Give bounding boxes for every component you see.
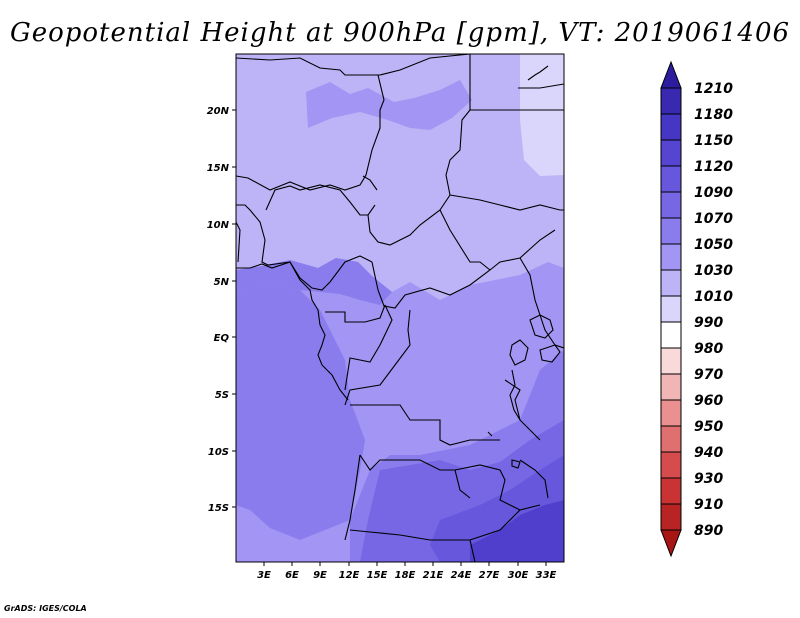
colorbar-segments bbox=[660, 60, 682, 558]
colorbar-segment bbox=[660, 217, 682, 245]
colorbar-segment bbox=[660, 87, 682, 115]
grads-credit: GrADS: IGES/COLA bbox=[4, 604, 87, 613]
height-field bbox=[236, 54, 564, 562]
colorbar-label: 1180 bbox=[694, 107, 733, 123]
colorbar-segment bbox=[660, 243, 682, 271]
lat-labels: 20N 15N 10N 5N EQ 5S 10S 15S bbox=[207, 106, 230, 514]
colorbar-top-cap bbox=[660, 60, 682, 89]
colorbar-label: 950 bbox=[694, 419, 723, 435]
colorbar-segment bbox=[660, 347, 682, 375]
field-southeast-darkest bbox=[470, 500, 564, 562]
colorbar-label: 980 bbox=[694, 341, 723, 357]
colorbar-label: 960 bbox=[694, 393, 723, 409]
lon-label: 33E bbox=[536, 570, 557, 581]
field-north-patch bbox=[306, 80, 472, 130]
boundaries bbox=[236, 54, 564, 562]
colorbar-segment bbox=[660, 451, 682, 479]
colorbar-segment bbox=[660, 477, 682, 505]
colorbar-segment bbox=[660, 503, 682, 531]
colorbar-label: 890 bbox=[694, 523, 723, 539]
lon-label: 9E bbox=[313, 570, 327, 581]
lat-label: 10S bbox=[208, 447, 229, 458]
lon-label: 24E bbox=[451, 570, 472, 581]
colorbar-segment bbox=[660, 295, 682, 323]
lat-label: EQ bbox=[214, 333, 230, 344]
colorbar-segment bbox=[660, 373, 682, 401]
lon-label: 21E bbox=[423, 570, 444, 581]
field-west-mid bbox=[236, 286, 365, 540]
colorbar: 1210 1180 1150 1120 1090 1070 1050 1030 … bbox=[660, 60, 733, 558]
lat-label: 5N bbox=[214, 277, 230, 288]
lat-label: 10N bbox=[207, 220, 230, 231]
lat-label: 5S bbox=[215, 390, 229, 401]
map-title: Geopotential Height at 900hPa [gpm], VT:… bbox=[9, 18, 791, 48]
colorbar-bottom-cap bbox=[660, 529, 682, 558]
colorbar-segment bbox=[660, 191, 682, 219]
colorbar-label: 1050 bbox=[694, 237, 733, 253]
colorbar-label: 940 bbox=[694, 445, 723, 461]
lon-label: 15E bbox=[367, 570, 388, 581]
colorbar-segment bbox=[660, 113, 682, 141]
lat-label: 15N bbox=[207, 163, 230, 174]
colorbar-segment bbox=[660, 399, 682, 427]
lon-label: 6E bbox=[285, 570, 299, 581]
field-north-light bbox=[520, 54, 564, 176]
field-south-mid bbox=[236, 258, 392, 305]
map-frame bbox=[235, 53, 565, 563]
lon-label: 27E bbox=[479, 570, 500, 581]
lon-label: 12E bbox=[339, 570, 360, 581]
colorbar-labels: 1210 1180 1150 1120 1090 1070 1050 1030 … bbox=[694, 81, 733, 539]
colorbar-label: 910 bbox=[694, 497, 723, 513]
colorbar-label: 1030 bbox=[694, 263, 733, 279]
colorbar-label: 1150 bbox=[694, 133, 733, 149]
lat-label: 20N bbox=[207, 106, 230, 117]
colorbar-segment bbox=[660, 269, 682, 297]
colorbar-label: 1120 bbox=[694, 159, 733, 175]
colorbar-label: 1070 bbox=[694, 211, 733, 227]
colorbar-label: 990 bbox=[694, 315, 723, 331]
colorbar-segment bbox=[660, 321, 682, 349]
colorbar-label: 1010 bbox=[694, 289, 733, 305]
colorbar-label: 1210 bbox=[694, 81, 733, 97]
colorbar-segment bbox=[660, 139, 682, 167]
lat-ticks bbox=[232, 109, 236, 508]
colorbar-label: 930 bbox=[694, 471, 723, 487]
colorbar-label: 1090 bbox=[694, 185, 733, 201]
lat-label: 15S bbox=[208, 503, 229, 514]
lon-labels: 3E 6E 9E 12E 15E 18E 21E 24E 27E 30E 33E bbox=[257, 570, 556, 581]
lon-label: 18E bbox=[395, 570, 416, 581]
lon-label: 3E bbox=[257, 570, 271, 581]
colorbar-segment bbox=[660, 425, 682, 453]
lon-ticks bbox=[263, 562, 547, 566]
colorbar-segment bbox=[660, 165, 682, 193]
colorbar-label: 970 bbox=[694, 367, 723, 383]
lon-label: 30E bbox=[508, 570, 529, 581]
